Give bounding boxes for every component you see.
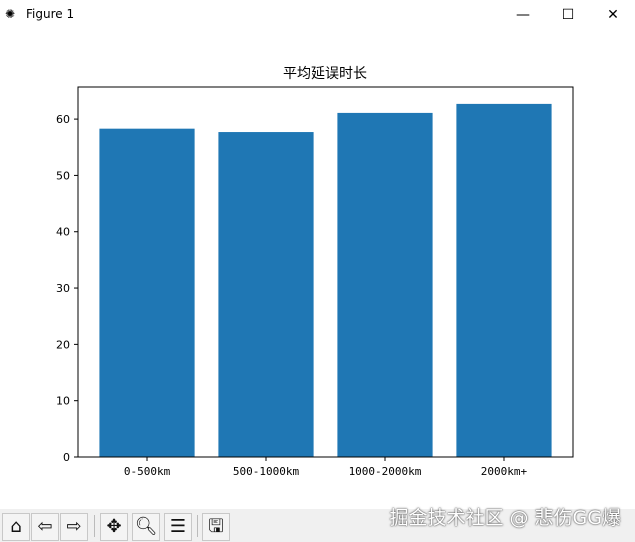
matplotlib-icon: ✺: [5, 7, 16, 21]
bar: [218, 132, 314, 457]
chart-title: 平均延误时长: [283, 66, 367, 82]
forward-icon[interactable]: ⇨: [60, 513, 88, 541]
back-icon[interactable]: ⇦: [31, 513, 59, 541]
x-tick-label: 500-1000km: [233, 465, 300, 478]
home-icon[interactable]: ⌂: [2, 513, 30, 541]
configure-subplots-icon[interactable]: ☰: [164, 513, 192, 541]
separator: [94, 515, 95, 537]
watermark: 掘金技术社区 @ 悲伤GG爆: [389, 507, 621, 529]
window-title: Figure 1: [26, 7, 75, 21]
title-bar: ✺ Figure 1 — ☐ ✕: [0, 0, 635, 30]
y-tick-label: 50: [56, 169, 70, 182]
pan-icon[interactable]: ✥: [100, 513, 128, 541]
save-icon[interactable]: 🖫: [202, 513, 230, 541]
y-tick-label: 60: [56, 113, 70, 126]
y-tick-label: 20: [56, 338, 70, 351]
y-tick-label: 0: [63, 451, 70, 464]
close-icon[interactable]: ✕: [607, 7, 619, 23]
maximize-icon[interactable]: ☐: [561, 7, 575, 23]
y-tick-label: 40: [56, 226, 70, 239]
axes-frame: [77, 86, 574, 458]
x-tick-label: 2000km+: [481, 465, 528, 478]
bar: [337, 112, 433, 457]
x-tick-label: 1000-2000km: [349, 465, 422, 478]
bar: [99, 128, 195, 457]
bar-chart: 平均延误时长 0-500km 500-1000km 1000-2000km 2000k…: [56, 66, 574, 478]
x-tick-label: 0-500km: [124, 465, 171, 478]
y-tick-label: 10: [56, 395, 70, 408]
y-tick-label: 30: [56, 282, 70, 295]
bar: [456, 103, 552, 458]
zoom-icon[interactable]: 🔍︎: [132, 513, 160, 541]
minimize-icon[interactable]: —: [516, 7, 530, 23]
navigation-toolbar: ⌂ ⇦ ⇨ ✥ 🔍︎ ☰ 🖫: [0, 509, 635, 542]
separator: [197, 515, 198, 537]
